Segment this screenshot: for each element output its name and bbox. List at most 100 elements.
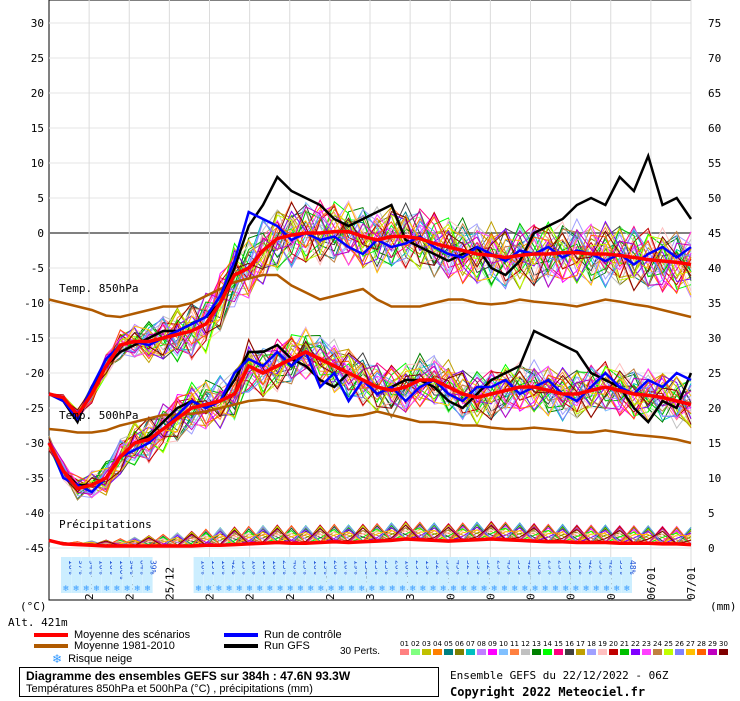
member-color-swatch: [642, 649, 651, 655]
snow-risk-cell: [591, 557, 602, 593]
member-id: 29: [708, 640, 717, 648]
right-tick-label: 5: [708, 507, 715, 520]
snow-risk-cell: [101, 557, 112, 593]
snowflake-icon: ❄: [307, 584, 314, 593]
member-color-swatch: [609, 649, 618, 655]
member-precip-line: [48, 524, 692, 547]
snowflake-icon: ❄: [542, 584, 549, 593]
left-tick-label: -45: [24, 542, 44, 555]
member-color-swatch: [697, 649, 706, 655]
snowflake-icon: ❄: [511, 584, 518, 593]
snowflake-icon: ❄: [562, 584, 569, 593]
snow-risk-cell: [601, 557, 612, 593]
member-id: 06: [455, 640, 464, 648]
member-color-swatch: [455, 649, 464, 655]
snowflake-icon: ❄: [471, 584, 478, 593]
member-color-swatch: [598, 649, 607, 655]
snowflake-icon: ❄: [420, 584, 427, 593]
left-tick-label: 15: [31, 122, 44, 135]
member-color-swatch: [565, 649, 574, 655]
member-id: 18: [587, 640, 596, 648]
chart-subtitle: Températures 850hPa et 500hPa (°C) , pré…: [26, 683, 313, 695]
member-color-swatch: [543, 649, 552, 655]
member-id: 02: [411, 640, 420, 648]
snowflake-icon: ❄: [460, 584, 467, 593]
snow-risk-cell: [367, 557, 377, 593]
chart-info-box: Diagramme des ensembles GEFS sur 384h : …: [19, 667, 439, 697]
member-color-swatch: [499, 649, 508, 655]
snow-risk-cell: [428, 557, 439, 593]
snow-risk-cell: [132, 557, 143, 593]
member-id: 26: [675, 640, 684, 648]
member-color-swatch: [675, 649, 684, 655]
x-tick-label: 07/01: [685, 567, 698, 600]
member-color-swatch: [521, 649, 530, 655]
member-id: 20: [609, 640, 618, 648]
legend-item-control-run: Run de contrôle: [224, 629, 342, 641]
member-id: 12: [521, 640, 530, 648]
member-id: 09: [488, 640, 497, 648]
member-id: 25: [664, 640, 673, 648]
member-id: 15: [554, 640, 563, 648]
snowflake-icon: ❄: [348, 584, 355, 593]
snowflake-icon: ❄: [603, 584, 610, 593]
main-series: [47, 152, 693, 548]
snowflake-icon: ❄: [83, 584, 90, 593]
member-color-swatch: [422, 649, 431, 655]
member-id: 19: [598, 640, 607, 648]
right-tick-label: 15: [708, 437, 721, 450]
snow-risk-cell: [234, 557, 245, 593]
snowflake-icon: ❄: [491, 584, 498, 593]
snow-risk-cell: [479, 557, 490, 593]
legend-item-gfs-run: Run GFS: [224, 640, 310, 652]
member-id: 17: [576, 640, 585, 648]
snow-risk-cell: [214, 557, 224, 593]
snow-risk-cell: [346, 557, 357, 593]
run-gfs-t850-line: [48, 152, 693, 425]
moyenne-1981-2010-t500-line: [48, 398, 692, 445]
member-id: 28: [697, 640, 706, 648]
member-t850-line: [48, 210, 692, 413]
snow-risk-cell: [326, 557, 337, 593]
member-id: 05: [444, 640, 453, 648]
member-color-swatch: [664, 649, 673, 655]
right-tick-label: 10: [708, 472, 721, 485]
snow-risk-cell: [254, 557, 265, 593]
member-color-key: 01 02 03 04 05 06 07 08 09 10 11 12 13 14 15 16 17 18 19 20…: [400, 640, 728, 655]
member-color-swatch: [466, 649, 475, 655]
snow-risk-cell: [560, 557, 571, 593]
legend-label: Moyenne des scénarios: [74, 629, 191, 641]
member-color-swatch: [444, 649, 453, 655]
snow-risk-cell: [377, 557, 388, 593]
right-tick-label: 20: [708, 402, 721, 415]
member-id: 23: [642, 640, 651, 648]
snowflake-icon: ❄: [613, 584, 620, 593]
right-tick-label: 45: [708, 227, 721, 240]
snowflake-icon: ❄: [624, 584, 631, 593]
snow-risk-cell: [305, 557, 316, 593]
snowflake-icon: ❄: [522, 584, 529, 593]
snowflake-icon: ❄: [399, 584, 406, 593]
member-color-swatch: [411, 649, 420, 655]
right-tick-label: 70: [708, 52, 721, 65]
snowflake-icon: ❄: [93, 584, 100, 593]
left-tick-label: -15: [24, 332, 44, 345]
snow-risk-cell: [295, 557, 306, 593]
legend-label: Run de contrôle: [264, 629, 342, 641]
member-precip-line: [48, 523, 692, 547]
right-tick-label: 35: [708, 297, 721, 310]
member-id: 08: [477, 640, 486, 648]
moyenne-des-sc-narios-t500-line: [47, 350, 692, 491]
snowflake-icon: ❄: [236, 584, 243, 593]
snowflake-icon: ❄: [256, 584, 263, 593]
snowflake-icon: ❄: [52, 652, 63, 666]
member-color-swatch: [719, 649, 728, 655]
snow-risk-cell: [622, 557, 632, 593]
snowflake-icon: ❄: [450, 584, 457, 593]
left-tick-label: 30: [31, 17, 44, 30]
snowflake-icon: ❄: [532, 584, 539, 593]
left-tick-label: -30: [24, 437, 44, 450]
member-color-swatch: [400, 649, 409, 655]
left-tick-label: 20: [31, 87, 44, 100]
t850-annotation: Temp. 850hPa: [59, 282, 138, 295]
